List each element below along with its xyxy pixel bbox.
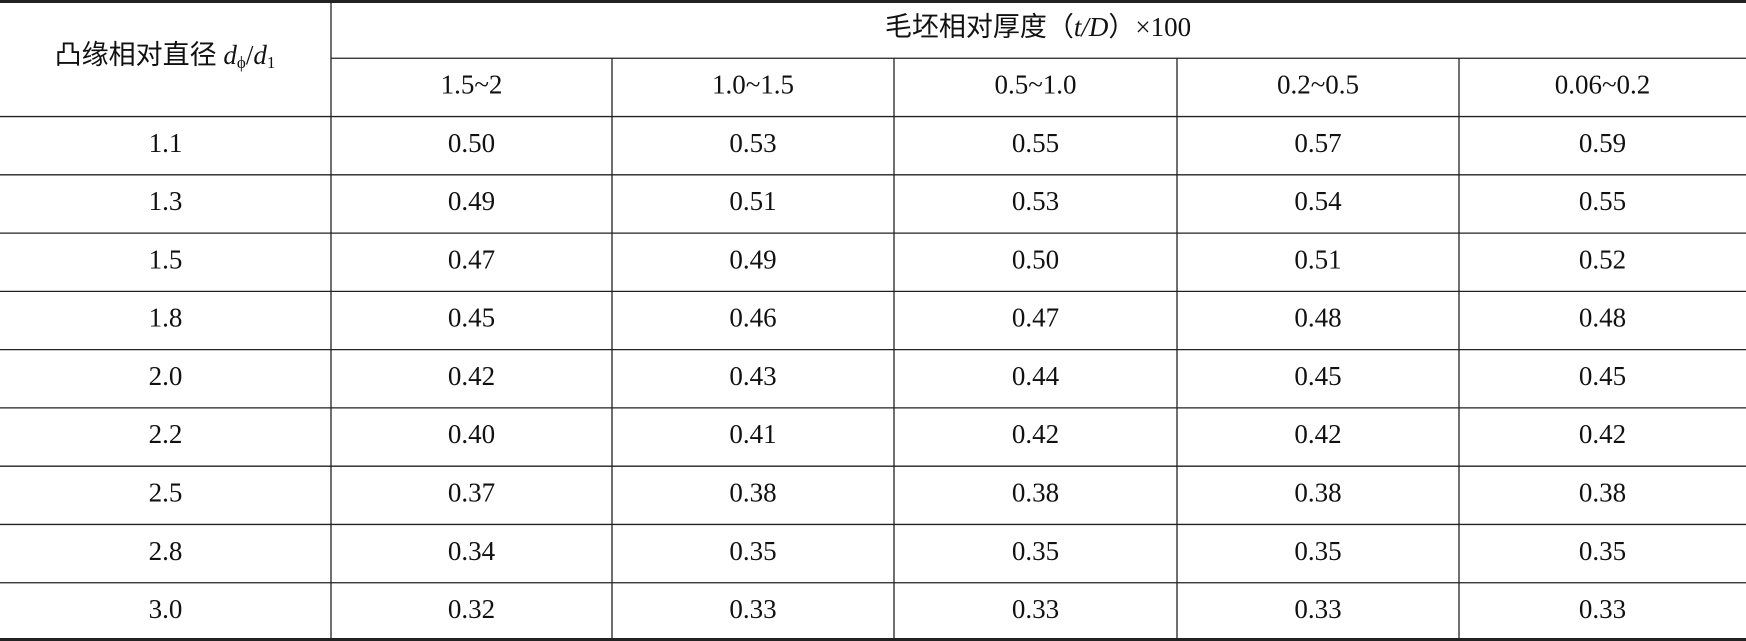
- cell: 0.44: [1012, 361, 1060, 391]
- cell: 0.45: [1579, 361, 1626, 391]
- column-header: 0.2~0.5: [1277, 70, 1359, 100]
- row-label: 2.0: [149, 361, 183, 391]
- cell: 0.35: [1012, 536, 1059, 566]
- cell: 0.42: [448, 361, 495, 391]
- cell: 0.35: [1579, 536, 1626, 566]
- cell: 0.54: [1294, 186, 1342, 216]
- cell: 0.38: [729, 478, 776, 508]
- cell: 0.51: [1294, 244, 1341, 274]
- cell: 0.57: [1294, 128, 1341, 158]
- cell: 0.37: [448, 478, 495, 508]
- cell: 0.48: [1294, 303, 1341, 333]
- cell: 0.49: [729, 244, 776, 274]
- cell: 0.46: [729, 303, 776, 333]
- cell: 0.51: [729, 186, 776, 216]
- cell: 0.59: [1579, 128, 1626, 158]
- cell: 0.55: [1579, 186, 1626, 216]
- row-header: 凸缘相对直径 dϕ/d1: [55, 40, 276, 72]
- cell: 0.33: [1579, 594, 1626, 624]
- cell: 0.45: [448, 303, 495, 333]
- cell: 0.33: [1294, 594, 1341, 624]
- cell: 0.53: [729, 128, 776, 158]
- cell: 0.35: [1294, 536, 1341, 566]
- row-label: 2.5: [149, 478, 183, 508]
- cell: 0.50: [448, 128, 495, 158]
- cell: 0.53: [1012, 186, 1059, 216]
- cell: 0.48: [1579, 303, 1626, 333]
- cell: 0.42: [1579, 419, 1626, 449]
- group-header: 毛坯相对厚度（t/D）×100: [885, 12, 1191, 42]
- row-header-text: 凸缘相对直径: [55, 40, 224, 70]
- cell: 0.38: [1294, 478, 1341, 508]
- group-header-text: ）×100: [1108, 12, 1191, 42]
- row-label: 1.3: [149, 186, 183, 216]
- group-header-text: 毛坯相对厚度（: [885, 12, 1074, 42]
- row-header-text: /: [246, 40, 254, 70]
- row-label: 2.2: [149, 419, 183, 449]
- column-header: 0.5~1.0: [994, 70, 1076, 100]
- row-label: 1.1: [149, 128, 183, 158]
- cell: 0.42: [1294, 419, 1341, 449]
- cell: 0.42: [1012, 419, 1059, 449]
- row-label: 2.8: [149, 536, 183, 566]
- cell: 0.47: [448, 244, 495, 274]
- cell: 0.55: [1012, 128, 1059, 158]
- column-header: 0.06~0.2: [1555, 70, 1651, 100]
- row-label: 3.0: [149, 594, 183, 624]
- cell: 0.43: [729, 361, 776, 391]
- cell: 0.52: [1579, 244, 1626, 274]
- row-header-text: 1: [267, 53, 276, 72]
- cell: 0.41: [729, 419, 776, 449]
- column-header: 1.5~2: [441, 70, 503, 100]
- column-header: 1.0~1.5: [712, 70, 794, 100]
- cell: 0.47: [1012, 303, 1059, 333]
- cell: 0.32: [448, 594, 495, 624]
- row-header-text: ϕ: [237, 53, 246, 72]
- row-header-text: d: [223, 40, 237, 70]
- row-label: 1.5: [149, 244, 183, 274]
- cell: 0.38: [1579, 478, 1626, 508]
- group-header-text: t/D: [1074, 12, 1109, 42]
- cell: 0.50: [1012, 244, 1059, 274]
- cell: 0.40: [448, 419, 495, 449]
- cell: 0.38: [1012, 478, 1059, 508]
- cell: 0.35: [729, 536, 776, 566]
- row-header-text: d: [253, 40, 267, 70]
- cell: 0.49: [448, 186, 495, 216]
- cell: 0.45: [1294, 361, 1341, 391]
- row-label: 1.8: [149, 303, 183, 333]
- cell: 0.34: [448, 536, 496, 566]
- cell: 0.33: [1012, 594, 1059, 624]
- cell: 0.33: [729, 594, 776, 624]
